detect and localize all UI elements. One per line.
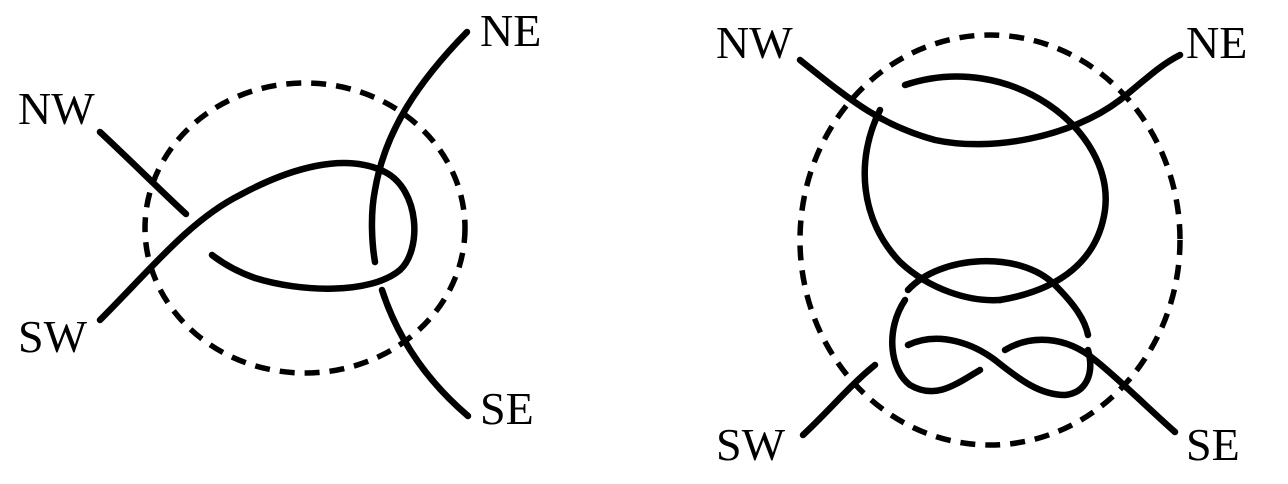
right-boundary-circle	[797, 32, 1183, 448]
right-strand-twist-a	[904, 335, 1094, 399]
left-strand-se	[378, 286, 472, 420]
right-label-se: SE	[1186, 419, 1240, 470]
left-label-ne: NE	[480, 5, 541, 56]
left-strand-ne	[368, 28, 471, 266]
right-strand-upper-loop-left	[861, 106, 1004, 304]
right-tangle: NW NE SW SE	[716, 17, 1247, 470]
right-strand-lower-left	[889, 296, 984, 395]
left-label-sw: SW	[18, 311, 88, 362]
right-label-sw: SW	[716, 419, 786, 470]
left-label-nw: NW	[18, 83, 95, 134]
right-label-ne: NE	[1186, 17, 1247, 68]
right-strand-lower-arc	[904, 258, 1092, 339]
right-strand-nw-ne	[796, 51, 1184, 148]
left-tangle: NW NE SW SE	[18, 5, 541, 434]
left-boundary-circle	[142, 80, 468, 376]
right-strand-upper-loop	[901, 73, 1109, 304]
left-strand-sw-loop	[96, 159, 418, 324]
left-strand-nw	[96, 128, 190, 218]
right-label-nw: NW	[716, 17, 793, 68]
left-label-se: SE	[480, 383, 534, 434]
right-strand-twist-b	[1001, 336, 1179, 436]
right-strand-sw	[799, 361, 879, 439]
